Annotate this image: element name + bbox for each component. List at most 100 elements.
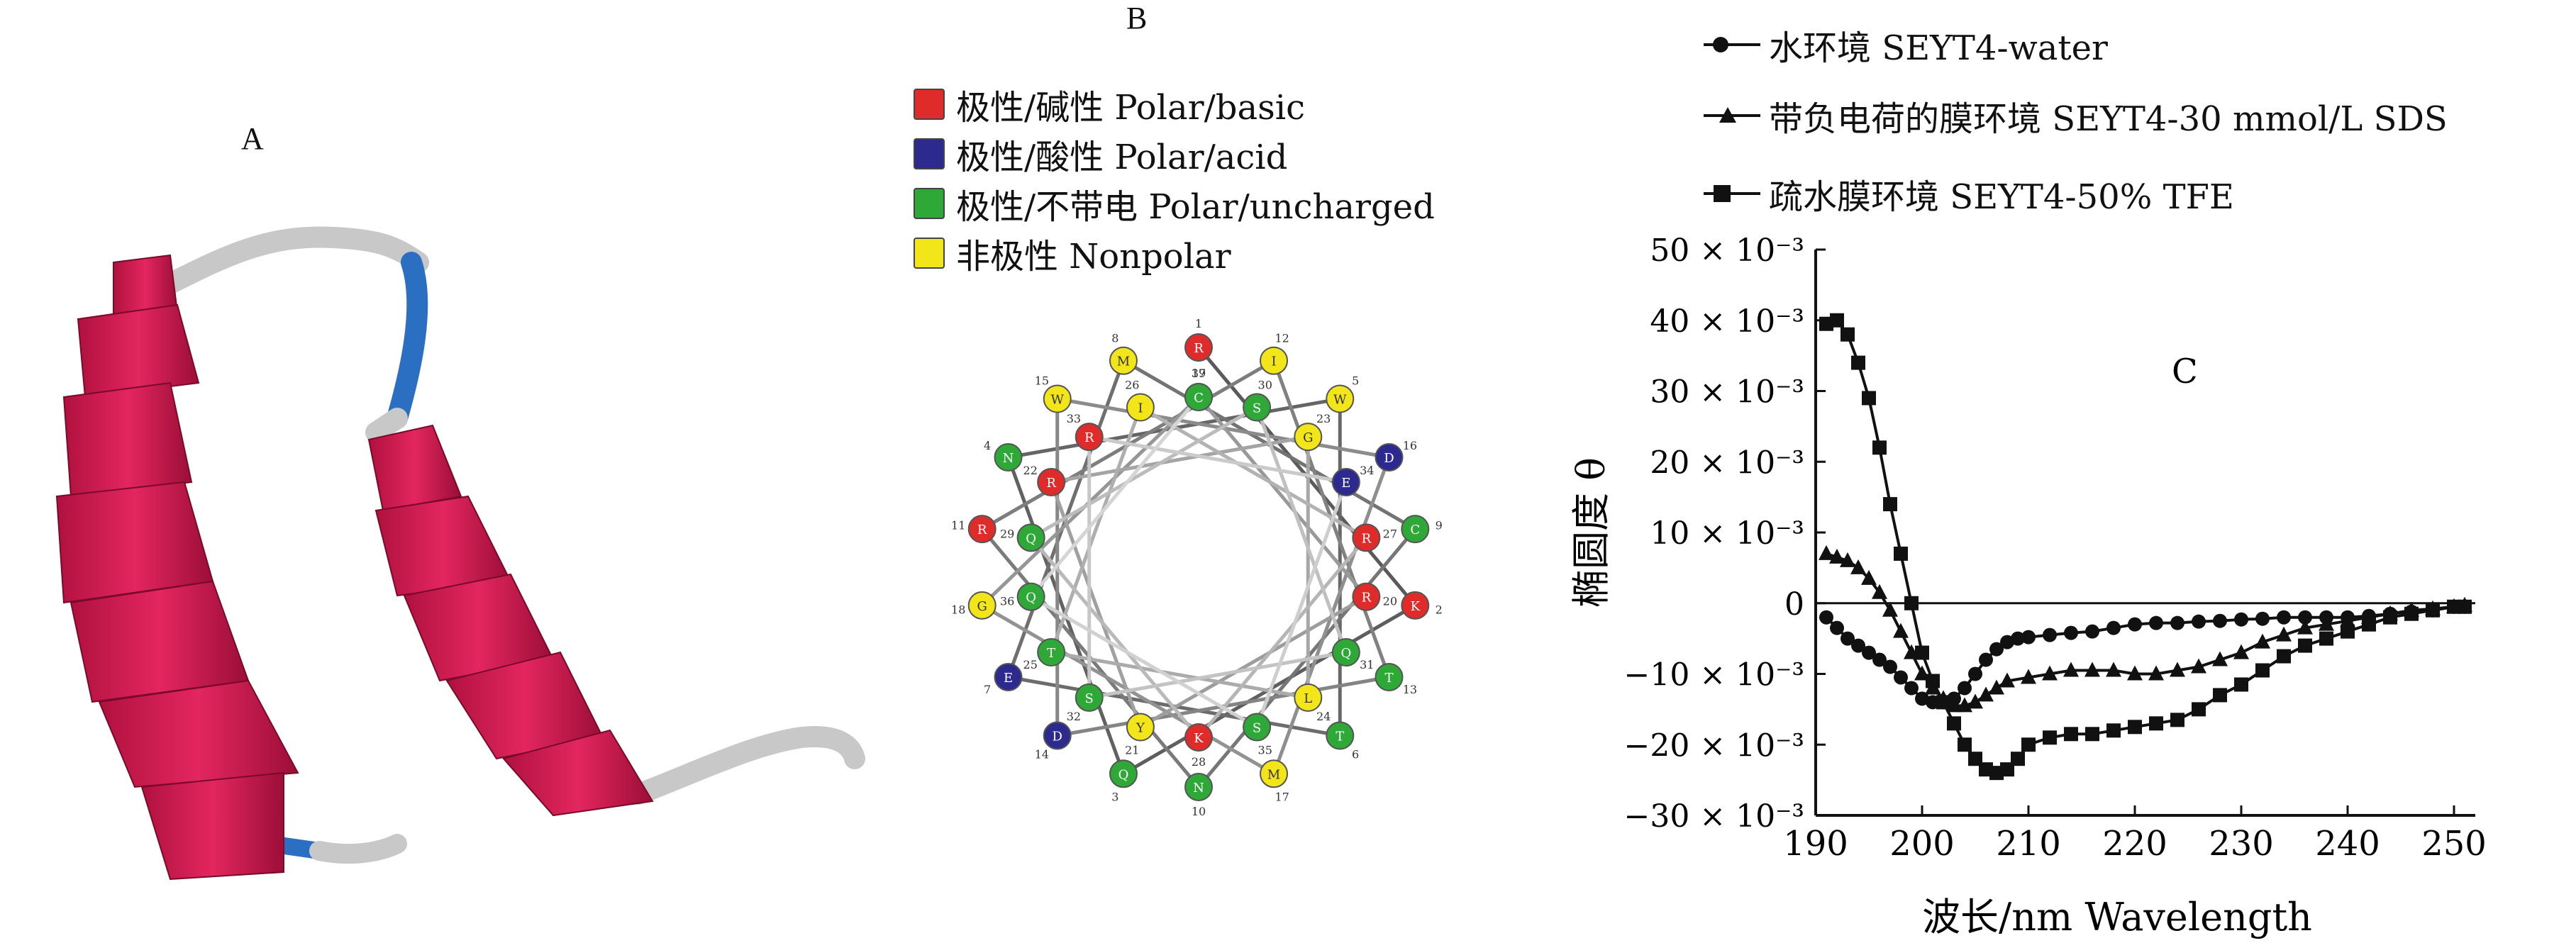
data-point xyxy=(2128,720,2142,735)
data-point xyxy=(1989,642,2004,657)
wheel-residue-8: M8 xyxy=(1109,332,1138,375)
residue-number: 11 xyxy=(951,518,965,532)
residue-letter: Q xyxy=(1118,767,1129,782)
cd-legend-water: 水环境 SEYT4-water xyxy=(1704,20,2108,69)
residue-letter: E xyxy=(1004,671,1013,686)
data-point xyxy=(2128,617,2142,632)
wheel-residue-10: N 10 xyxy=(1184,773,1213,818)
data-point xyxy=(2276,626,2292,642)
wheel-connector xyxy=(1197,536,1368,739)
x-axis-label: 波长/nm Wavelength xyxy=(1922,895,2312,939)
residue-letter: D xyxy=(1384,451,1394,466)
data-point xyxy=(2191,658,2206,674)
data-point xyxy=(2298,638,2312,653)
data-point xyxy=(1947,716,1961,731)
data-point xyxy=(2170,615,2184,630)
residue-number: 23 xyxy=(1316,412,1331,425)
residue-number: 12 xyxy=(1275,332,1289,345)
residue-letter: T xyxy=(1047,646,1055,661)
residue-number: 37 xyxy=(1192,367,1206,380)
residue-number: 34 xyxy=(1360,464,1374,477)
data-point xyxy=(1999,672,2015,688)
data-point xyxy=(1862,645,1876,660)
residue-number: 17 xyxy=(1275,790,1289,803)
wheel-connector xyxy=(1049,481,1143,728)
residue-letter: M xyxy=(1117,355,1130,369)
data-point xyxy=(2148,665,2164,681)
data-point xyxy=(1915,645,1929,660)
data-point xyxy=(2063,662,2079,677)
panel-c-cd-spectrum: 水环境 SEYT4-water 带负电荷的膜环境 SEYT4-30 mmol/L… xyxy=(1539,0,2576,940)
wheel-residue-18: G 18 xyxy=(951,591,996,620)
data-point xyxy=(2234,677,2248,692)
wheel-residue-12: I 12 xyxy=(1260,332,1289,375)
residue-letter: C xyxy=(1194,391,1204,406)
data-point xyxy=(2277,649,2291,664)
residue-letter: D xyxy=(1053,729,1062,744)
circle-marker-icon xyxy=(1704,37,1760,52)
data-point xyxy=(2277,610,2291,625)
y-tick-label: 50 × 10⁻³ xyxy=(1650,233,1804,269)
residue-circle xyxy=(1375,443,1404,472)
residue-number: 4 xyxy=(984,439,991,452)
wheel-connector xyxy=(1089,650,1347,700)
y-tick-label: 30 × 10⁻³ xyxy=(1650,374,1804,411)
data-point xyxy=(1882,601,1898,617)
residue-circle xyxy=(1326,721,1355,750)
residue-circle xyxy=(1352,523,1381,552)
wheel-connector xyxy=(1029,536,1200,739)
wheel-connector xyxy=(1197,396,1368,598)
wheel-residue-6: T6 xyxy=(1326,721,1359,761)
wheel-residue-29: Q 29 xyxy=(1000,523,1045,552)
data-point xyxy=(2043,730,2057,745)
wheel-connector xyxy=(1050,435,1309,484)
legend-item-nonpolar: 非极性 Nonpolar xyxy=(914,228,1231,278)
wheel-residue-5: W5 xyxy=(1326,374,1359,413)
legend-item-uncharged: 极性/不带电 Polar/uncharged xyxy=(914,179,1435,228)
residue-number: 13 xyxy=(1403,683,1417,696)
residue-number: 25 xyxy=(1023,658,1038,671)
data-point xyxy=(2297,619,2313,635)
residue-circle xyxy=(1109,346,1138,375)
wheel-residue-34: E 34 xyxy=(1331,464,1374,496)
residue-letter: E xyxy=(1341,476,1350,491)
residue-letter: S xyxy=(1253,721,1261,736)
residue-circle xyxy=(1037,638,1066,666)
data-point xyxy=(2011,631,2025,646)
wheel-residue-22: R 22 xyxy=(1023,464,1066,496)
y-tick-label: 0 xyxy=(1784,586,1804,623)
legend-swatch-nonpolar xyxy=(914,238,945,269)
data-point xyxy=(1841,631,1855,646)
residue-letter: L xyxy=(1304,691,1312,706)
residue-circle xyxy=(1326,384,1355,413)
data-point xyxy=(1819,545,1834,560)
residue-letter: G xyxy=(1303,430,1313,445)
residue-circle xyxy=(1401,591,1430,620)
data-point xyxy=(2255,633,2270,649)
residue-number: 36 xyxy=(1000,595,1014,608)
residue-number: 30 xyxy=(1258,379,1272,392)
data-point xyxy=(2404,606,2419,621)
residue-number: 26 xyxy=(1125,379,1139,392)
series-line xyxy=(1826,552,2465,708)
wheel-residue-7: E7 xyxy=(984,663,1023,696)
x-tick-label: 190 xyxy=(1783,824,1848,864)
cd-legend-label-tfe: 疏水膜环境 SEYT4-50% TFE xyxy=(1769,177,2234,217)
wheel-residue-25: T 25 xyxy=(1023,638,1066,671)
wheel-connector xyxy=(1030,595,1258,729)
wheel-residue-37: C 37 xyxy=(1184,367,1213,411)
data-point xyxy=(1861,569,1877,585)
data-point xyxy=(1830,620,1844,635)
residue-letter: Q xyxy=(1026,531,1036,546)
wheel-residue-1: R1 xyxy=(1184,317,1213,362)
legend-item-basic: 极性/碱性 Polar/basic xyxy=(914,79,1305,129)
residue-letter: K xyxy=(1194,731,1204,746)
wheel-residue-35: S 35 xyxy=(1243,713,1272,757)
wheel-residue-31: Q 31 xyxy=(1331,638,1374,671)
data-point xyxy=(1904,596,1919,610)
data-point xyxy=(2319,631,2333,646)
wheel-residue-17: M 17 xyxy=(1260,759,1289,803)
square-marker-icon xyxy=(1704,185,1760,202)
residue-circle xyxy=(1043,384,1072,413)
